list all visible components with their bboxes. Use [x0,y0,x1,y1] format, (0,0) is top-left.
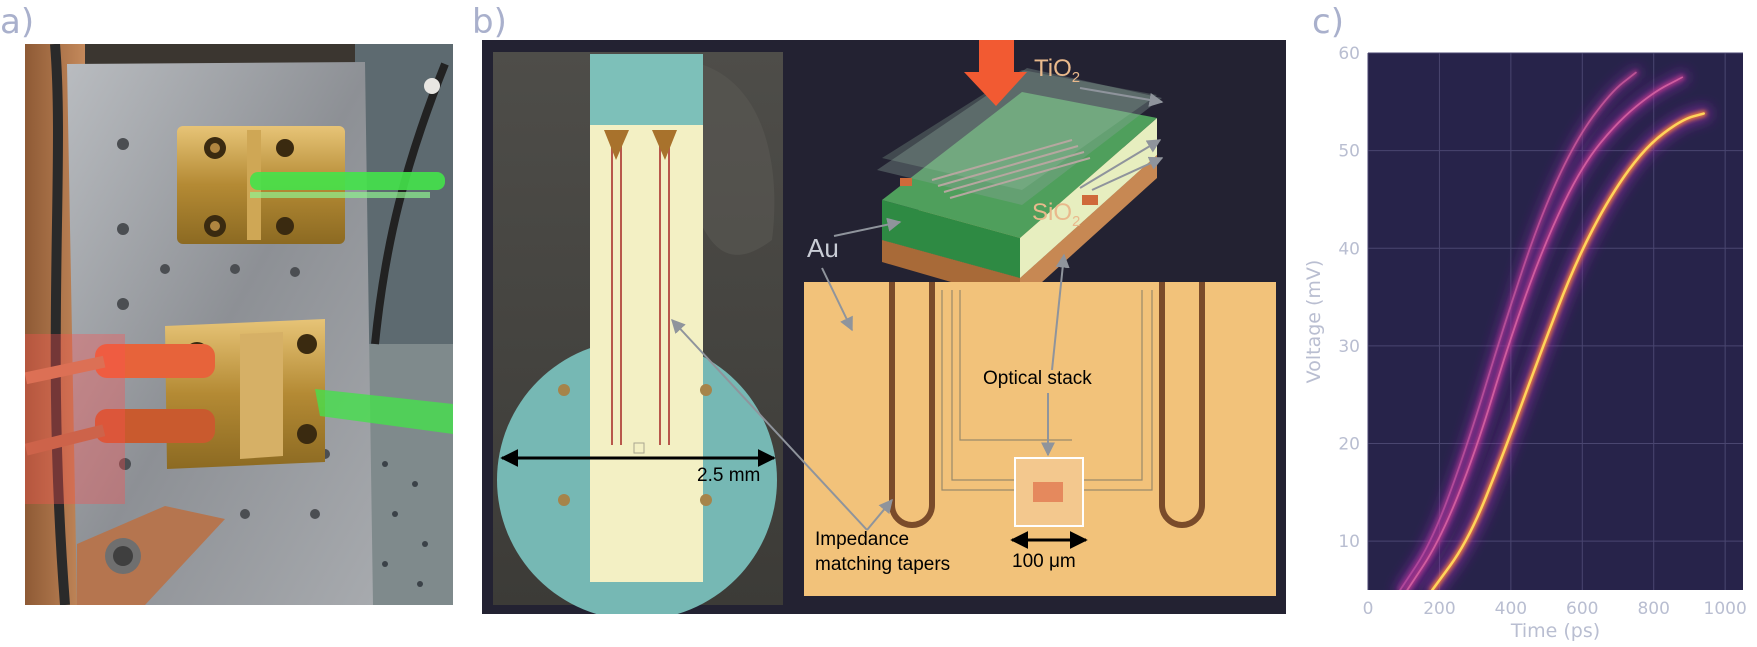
optical-stack-label: Optical stack [983,368,1092,389]
panel-label-c: c) [1312,2,1344,42]
x-axis-label: Time (ps) [1510,620,1600,642]
taper-micrograph: 100 μm Optical stack Impedance matching … [671,253,1276,596]
impedance-label-line1: Impedance [815,529,909,550]
plot-ticks: 0 200 400 600 800 1000 10 20 30 40 50 60 [1338,44,1746,619]
x-tick-label: 1000 [1704,599,1747,619]
x-tick-label: 200 [1423,599,1455,619]
y-tick-label: 20 [1338,435,1360,455]
au-label: Au [807,233,839,263]
sio2-label: SiO2 [1032,199,1080,230]
y-tick-label: 50 [1338,142,1360,162]
panel-b-figure: 2.5 mm TiO2 SiO2 [493,40,1276,620]
trace-line [1431,112,1705,590]
optical-stack-schematic [877,40,1162,302]
y-tick-label: 30 [1338,337,1360,357]
chip-width-label: 2.5 mm [697,465,760,486]
plot-traces [1394,66,1712,590]
x-tick-label: 800 [1637,599,1669,619]
y-tick-label: 60 [1338,44,1360,64]
impedance-label-line2: matching tapers [815,554,950,575]
panel-b-chip-overview: 2.5 mm TiO2 SiO2 [482,40,1286,620]
x-tick-label: 600 [1566,599,1598,619]
y-axis-label: Voltage (mV) [1303,260,1325,384]
tio2-label: TiO2 [1034,55,1080,86]
y-tick-label: 10 [1338,532,1360,552]
panel-label-a: a) [0,2,35,42]
trace-line [1406,76,1684,590]
y-tick-label: 40 [1338,239,1360,259]
panel-c-plot: 0 200 400 600 800 1000 10 20 30 40 50 60 Time (ps) … [1290,0,1757,643]
chip-micrograph: 2.5 mm [493,52,783,620]
detector-mount-photo [25,44,453,605]
scale-bar-label: 100 μm [1012,551,1076,572]
x-tick-label: 400 [1495,599,1527,619]
panel-label-b: b) [472,2,507,42]
x-tick-label: 0 [1363,599,1374,619]
incident-light-arrow [964,40,1027,106]
